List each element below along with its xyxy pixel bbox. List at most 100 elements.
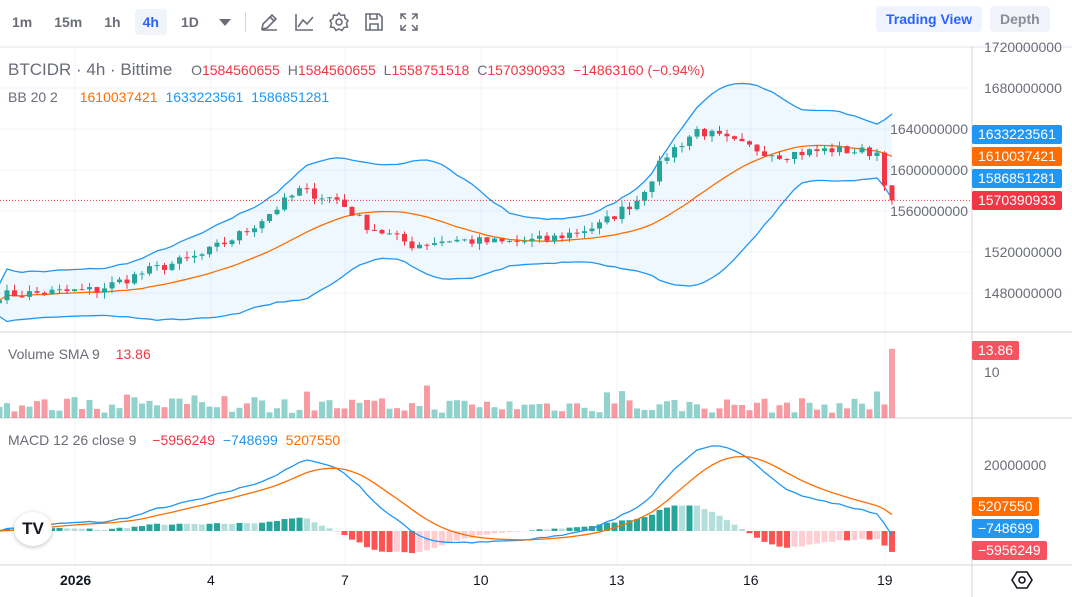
macd-histogram-bar [236, 522, 243, 531]
bb-legend[interactable]: BB 20 2 1610037421 1633223561 1586851281 [8, 89, 333, 105]
macd-histogram-bar [484, 531, 490, 535]
macd-signal-line [0, 455, 893, 541]
macd-histogram-bar [641, 517, 648, 531]
macd-histogram-bar [821, 531, 828, 543]
indicator-chart-icon[interactable] [293, 11, 315, 33]
volume-bar [679, 411, 685, 418]
volume-bar [266, 412, 273, 418]
macd-histogram-bar [56, 528, 63, 531]
volume-bar [656, 404, 663, 418]
volume-bar [334, 408, 340, 418]
volume-bar [499, 409, 505, 418]
volume-bar [394, 408, 400, 418]
timeframe-1h[interactable]: 1h [104, 14, 121, 30]
candle [634, 200, 640, 210]
candle [537, 235, 542, 239]
candle [822, 148, 827, 152]
bb-band-fill [0, 83, 892, 322]
volume-bar [341, 408, 348, 418]
volume-bar [206, 406, 213, 418]
candle [499, 238, 505, 242]
volume-bar [431, 409, 438, 418]
volume-bar [139, 403, 145, 418]
volume-bar [56, 410, 63, 418]
candle [582, 231, 587, 234]
candle [867, 147, 872, 156]
volume-bar [416, 405, 423, 418]
volume-bar [799, 398, 805, 418]
candle [214, 242, 220, 247]
candle [342, 199, 347, 207]
chart-settings-icon[interactable] [1011, 570, 1033, 590]
macd-histogram-bar [724, 520, 730, 531]
volume-bar [154, 405, 160, 418]
candle [417, 244, 422, 249]
volume-bar [124, 394, 130, 418]
macd-histogram-bar [274, 521, 280, 531]
volume-bar [379, 398, 385, 418]
volume-bar [506, 401, 513, 418]
volume-bar [634, 408, 640, 418]
volume-bar [34, 401, 40, 418]
gear-icon[interactable] [328, 11, 350, 33]
timeframe-1d[interactable]: 1D [180, 14, 199, 30]
volume-bar [11, 411, 18, 418]
volume-bar [386, 408, 393, 418]
volume-bar [484, 401, 490, 418]
macd-histogram-bar [184, 523, 190, 531]
macd-histogram-bar [139, 526, 145, 531]
volume-bar [626, 400, 633, 418]
volume-bar [326, 400, 333, 418]
volume-bar [716, 408, 723, 418]
volume-bar [461, 400, 468, 418]
pencil-ruler-icon[interactable] [258, 11, 280, 33]
macd-histogram-bar [169, 524, 175, 531]
macd-legend[interactable]: MACD 12 26 close 9 −5956249 −748699 5207… [8, 432, 344, 448]
candle [372, 229, 377, 231]
volume-bar [259, 400, 265, 418]
macd-histogram-bar [206, 523, 213, 531]
bb-basis-value: 1610037421 [79, 89, 158, 105]
macd-histogram-bar [701, 509, 708, 531]
candle [19, 296, 25, 298]
candle [687, 136, 692, 146]
trading-view-button[interactable]: Trading View [876, 6, 983, 32]
candle [79, 289, 85, 291]
tradingview-logo[interactable]: TV [14, 512, 52, 546]
macd-histogram-bar [364, 531, 370, 548]
candle [874, 152, 880, 156]
timeframe-dropdown-icon[interactable] [218, 18, 231, 26]
macd-histogram-bar [446, 531, 453, 544]
save-icon[interactable] [363, 11, 385, 33]
macd-histogram-bar [311, 522, 318, 531]
macd-histogram-bar [176, 523, 183, 531]
candle [514, 240, 520, 242]
macd-histogram-bar [596, 524, 603, 531]
volume-bar [64, 398, 70, 418]
candle [409, 241, 415, 249]
price-legend: BTCIDR · 4h · Bittime O1584560655 H15845… [8, 60, 713, 80]
candle [102, 288, 107, 293]
macd-histogram-bar [146, 524, 153, 531]
volume-bar [566, 403, 573, 418]
candle [42, 292, 47, 295]
macd-histogram-bar [319, 525, 325, 531]
timeframe-15m[interactable]: 15m [54, 14, 83, 30]
candle [432, 243, 437, 245]
candle [162, 265, 167, 270]
fullscreen-icon[interactable] [398, 11, 420, 33]
macd-line [0, 445, 893, 544]
volume-bar [844, 408, 850, 418]
macd-histogram-bar [131, 526, 138, 531]
candle [207, 246, 212, 255]
timeframe-4h[interactable]: 4h [134, 9, 167, 35]
timeframe-1m[interactable]: 1m [12, 14, 33, 30]
volume-bar [529, 404, 535, 418]
volume-bar [236, 407, 243, 418]
candle [244, 231, 250, 233]
volume-legend[interactable]: Volume SMA 9 13.86 [8, 346, 155, 362]
depth-button[interactable]: Depth [990, 6, 1050, 32]
volume-label: Volume SMA 9 [8, 346, 100, 362]
volume-bar [296, 409, 303, 418]
